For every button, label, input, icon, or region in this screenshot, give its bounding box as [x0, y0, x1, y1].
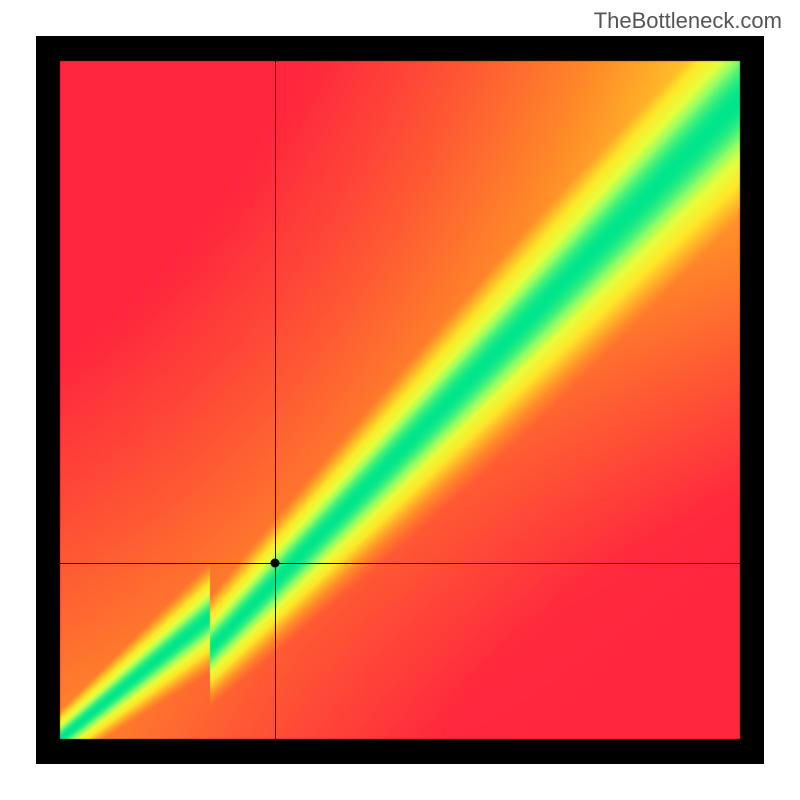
root: TheBottleneck.com: [0, 0, 800, 800]
attribution-text: TheBottleneck.com: [594, 8, 782, 34]
bottleneck-heatmap: [36, 36, 764, 764]
heatmap-frame: [36, 36, 764, 764]
